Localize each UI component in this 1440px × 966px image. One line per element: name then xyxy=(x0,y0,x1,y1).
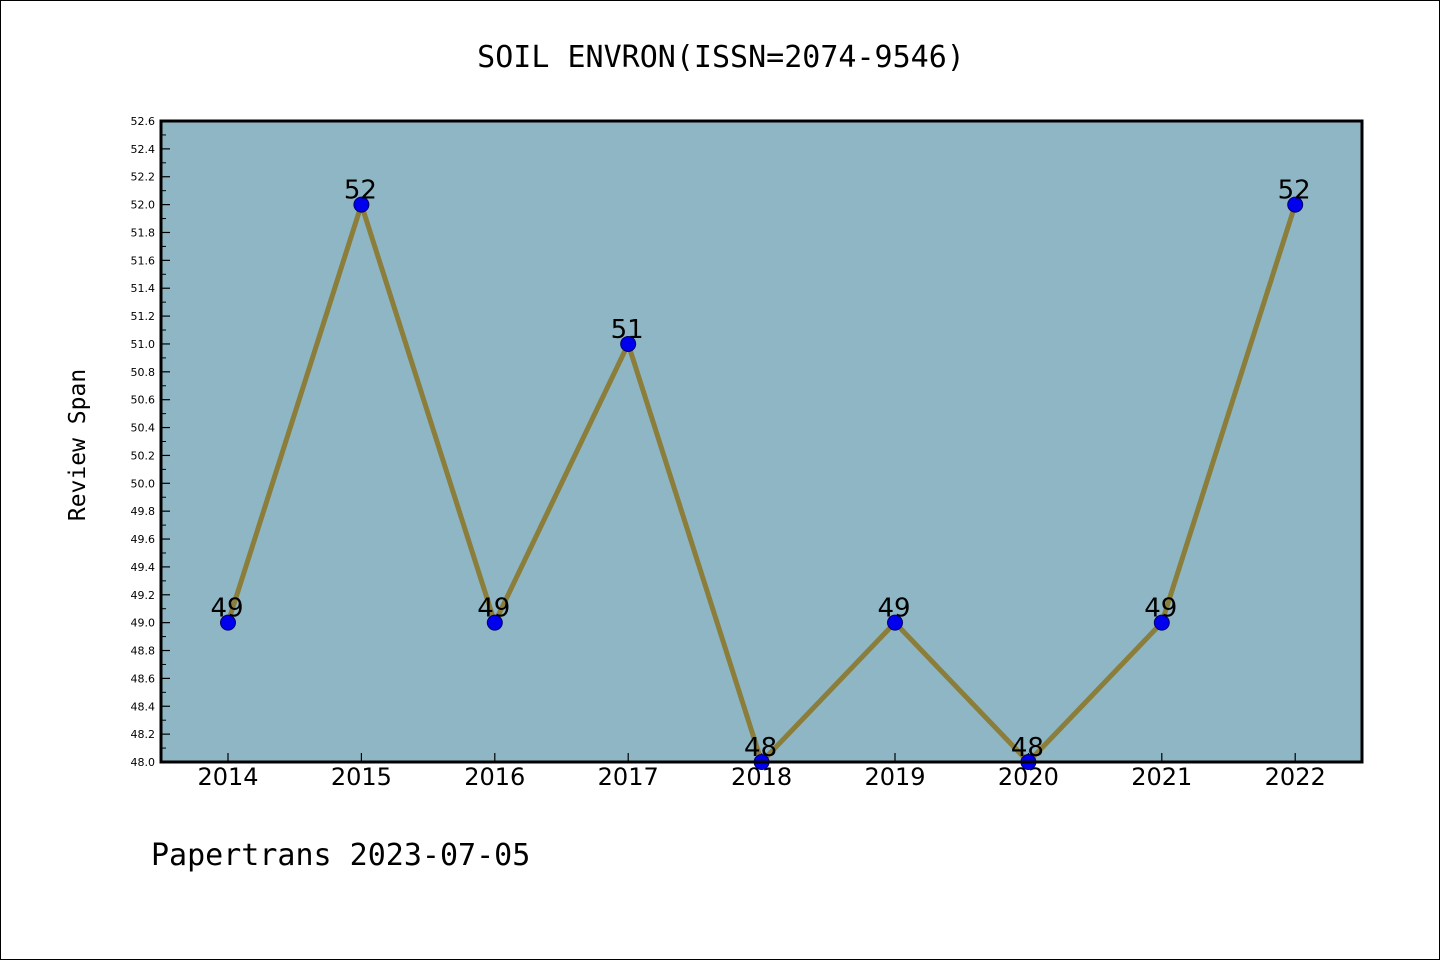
y-tick-label: 51.4 xyxy=(131,282,156,295)
y-tick-label: 49.4 xyxy=(131,561,156,574)
data-label: 48 xyxy=(744,733,777,763)
plot-frame xyxy=(159,119,1364,764)
y-tick-label: 51.2 xyxy=(131,310,156,323)
x-tick-label: 2016 xyxy=(464,763,525,791)
y-tick-label: 51.6 xyxy=(131,254,156,267)
y-tick-label: 52.6 xyxy=(131,115,156,128)
y-tick-label: 50.4 xyxy=(131,422,156,435)
y-axis: 48.0 48.2 48.4 48.6 48.8 49.0 49.2 49.4 49.6 49.8… xyxy=(131,115,170,769)
y-tick-label: 48.2 xyxy=(131,728,156,741)
y-tick-label: 50.6 xyxy=(131,394,156,407)
x-tick-label: 2014 xyxy=(197,763,258,791)
y-tick-label: 50.2 xyxy=(131,449,156,462)
data-label: 51 xyxy=(611,315,644,345)
y-tick-label: 48.6 xyxy=(131,672,156,685)
y-tick-label: 50.0 xyxy=(131,477,156,490)
y-tick-label: 49.0 xyxy=(131,617,156,630)
x-axis: 2014 2015 2016 2017 2018 2019 2020 2021 2022 xyxy=(197,753,1326,791)
data-label: 52 xyxy=(1278,176,1311,206)
data-point xyxy=(1287,196,1304,213)
data-point xyxy=(1153,614,1170,631)
data-label: 49 xyxy=(877,594,910,624)
x-tick-label: 2015 xyxy=(331,763,392,791)
plot-area xyxy=(161,121,1362,762)
x-tick-label: 2022 xyxy=(1265,763,1326,791)
data-label: 48 xyxy=(1011,733,1044,763)
data-label: 52 xyxy=(344,176,377,206)
y-axis-label: Review Span xyxy=(65,369,91,521)
x-tick-label: 2021 xyxy=(1131,763,1192,791)
y-tick-label: 51.8 xyxy=(131,226,156,239)
data-point xyxy=(620,335,637,352)
data-label: 49 xyxy=(477,594,510,624)
y-tick-label: 48.0 xyxy=(131,756,156,769)
y-tick-label: 49.8 xyxy=(131,505,156,518)
y-tick-label: 51.0 xyxy=(131,338,156,351)
y-tick-label: 49.6 xyxy=(131,533,156,546)
data-point xyxy=(353,196,370,213)
x-tick-label: 2019 xyxy=(864,763,925,791)
y-tick-label: 52.4 xyxy=(131,143,156,156)
data-label: 49 xyxy=(210,594,243,624)
y-tick-label: 49.2 xyxy=(131,589,156,602)
y-tick-label: 50.8 xyxy=(131,366,156,379)
chart-title: SOIL ENVRON(ISSN=2074-9546) xyxy=(477,40,965,75)
x-tick-label: 2017 xyxy=(598,763,659,791)
data-point xyxy=(486,614,503,631)
data-point xyxy=(887,614,903,631)
y-tick-label: 52.0 xyxy=(131,199,156,212)
data-labels: 49 52 49 51 48 49 48 49 52 xyxy=(210,176,1310,763)
footer-date: Papertrans 2023-07-05 xyxy=(151,838,530,873)
y-tick-label: 48.8 xyxy=(131,645,156,658)
y-tick-label: 48.4 xyxy=(131,700,156,713)
y-tick-label: 52.2 xyxy=(131,171,156,184)
data-label: 49 xyxy=(1144,594,1177,624)
data-point xyxy=(220,614,236,631)
